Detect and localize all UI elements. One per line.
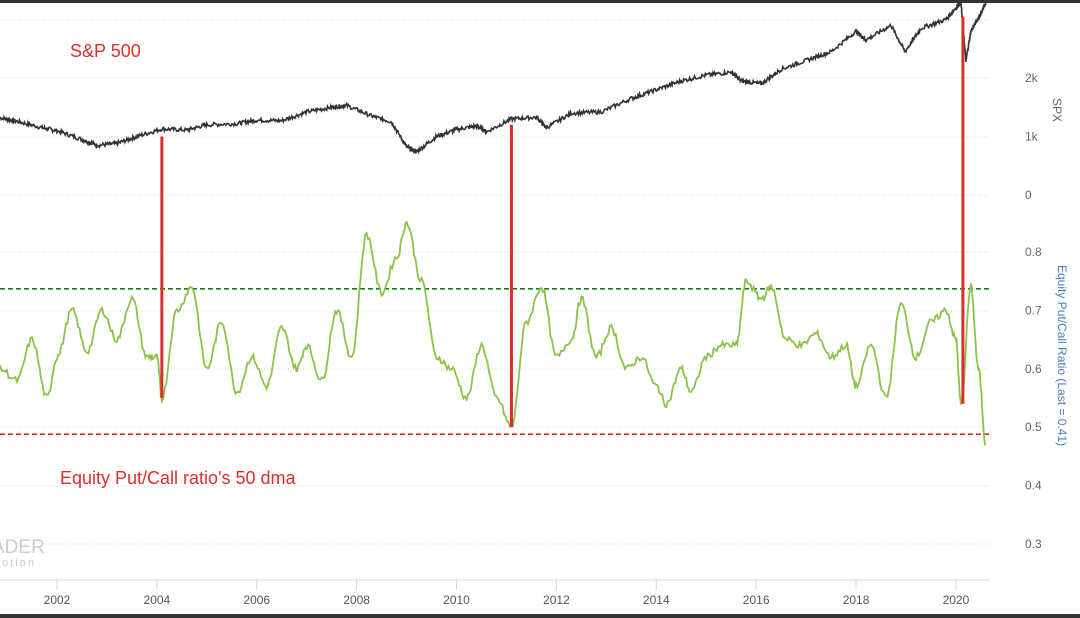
x-tick-label: 2014	[643, 593, 670, 607]
x-tick-label: 2002	[44, 593, 71, 607]
spx-axis-title: SPX	[1050, 98, 1064, 122]
ratio-tick-label: 0.7	[1025, 303, 1042, 317]
x-tick-label: 2020	[943, 593, 970, 607]
spx-tick-label: 0	[1025, 188, 1032, 202]
ratio-tick-label: 0.8	[1025, 245, 1042, 259]
ratio-tick-label: 0.4	[1025, 479, 1042, 493]
watermark-subtext: notion	[0, 557, 36, 569]
bottom-border	[0, 614, 1080, 618]
spx-line	[0, 0, 988, 155]
ratio-tick-label: 0.6	[1025, 362, 1042, 376]
spx-tick-label: 1k	[1025, 130, 1039, 144]
spx-tick-label: 2k	[1025, 71, 1039, 85]
x-tick-label: 2004	[144, 593, 171, 607]
x-tick-label: 2018	[843, 593, 870, 607]
x-tick-label: 2012	[543, 593, 570, 607]
spx-annotation: S&P 500	[70, 41, 141, 61]
ratio-tick-label: 0.3	[1025, 537, 1042, 551]
ratio-axis-title: Equity Put/Call Ratio (Last = 0.41)	[1055, 265, 1069, 446]
x-tick-label: 2008	[343, 593, 370, 607]
x-tick-label: 2016	[743, 593, 770, 607]
x-tick-label: 2006	[243, 593, 270, 607]
ratio-annotation: Equity Put/Call ratio's 50 dma	[60, 468, 297, 488]
ratio-tick-label: 0.5	[1025, 420, 1042, 434]
put-call-ratio-line	[0, 220, 987, 446]
top-border	[0, 0, 1080, 3]
watermark-text: ADER	[0, 537, 45, 558]
x-tick-label: 2010	[443, 593, 470, 607]
